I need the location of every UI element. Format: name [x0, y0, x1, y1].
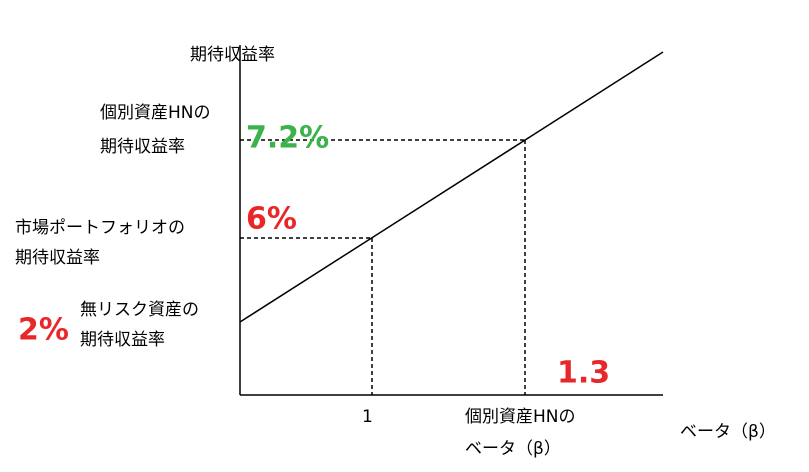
label: 期待収益率: [100, 137, 185, 157]
label: 期待収益率: [15, 248, 100, 268]
y-axis-title: 期待収益率: [190, 45, 275, 65]
value-label: 7.2%: [246, 121, 329, 156]
x-axis-title: ベータ（β）: [680, 422, 776, 442]
value-label: 1.3: [557, 356, 610, 391]
label: 市場ポートフォリオの: [15, 218, 185, 238]
label: 期待収益率: [80, 330, 165, 350]
label: 1: [362, 407, 373, 427]
security-market-line: [239, 51, 664, 323]
label: ベータ（β）: [465, 439, 561, 459]
label: 無リスク資産の: [80, 300, 199, 320]
label: 個別資産HNの: [465, 407, 576, 427]
value-label: 6%: [246, 202, 297, 237]
value-label: 2%: [18, 313, 69, 348]
label: 個別資産HNの: [100, 103, 211, 123]
